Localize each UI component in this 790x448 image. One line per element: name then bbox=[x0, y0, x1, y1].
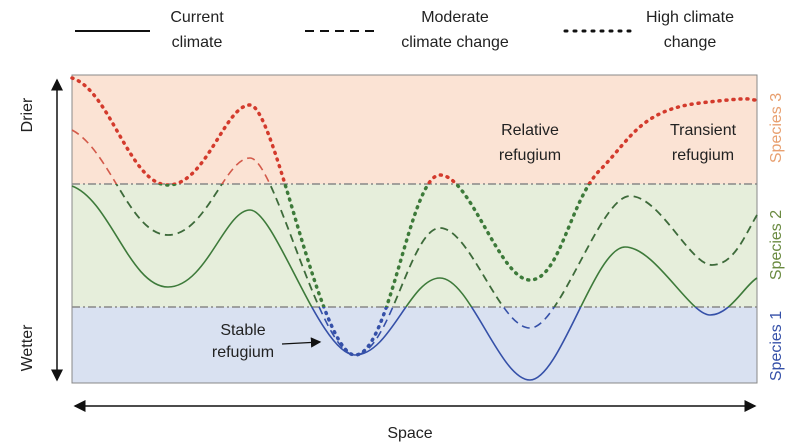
annotation: refugium bbox=[499, 147, 561, 164]
x-label: Space bbox=[387, 425, 432, 442]
annotation-arrow bbox=[281, 337, 322, 348]
y-label-top: Drier bbox=[19, 97, 36, 132]
legend-label: High climate bbox=[646, 9, 734, 26]
annotation: Relative bbox=[501, 122, 559, 139]
species-label: Species 1 bbox=[768, 311, 785, 381]
y-label-bottom: Wetter bbox=[19, 324, 36, 372]
plot-frame bbox=[71, 74, 758, 384]
legend-label: climate bbox=[172, 34, 223, 51]
species-label: Species 2 bbox=[768, 210, 785, 280]
legend-label: Moderate bbox=[421, 9, 489, 26]
band-mid bbox=[72, 184, 757, 307]
annotation: refugium bbox=[672, 147, 734, 164]
band-dry bbox=[72, 75, 757, 184]
legend-label: climate change bbox=[401, 34, 509, 51]
species-label: Species 3 bbox=[768, 93, 785, 163]
legend-label: change bbox=[664, 34, 717, 51]
legend-label: Current bbox=[170, 9, 224, 26]
annotation: refugium bbox=[212, 344, 274, 361]
annotation: Stable bbox=[220, 322, 265, 339]
annotation: Transient bbox=[670, 122, 737, 139]
band-wet bbox=[72, 307, 757, 383]
